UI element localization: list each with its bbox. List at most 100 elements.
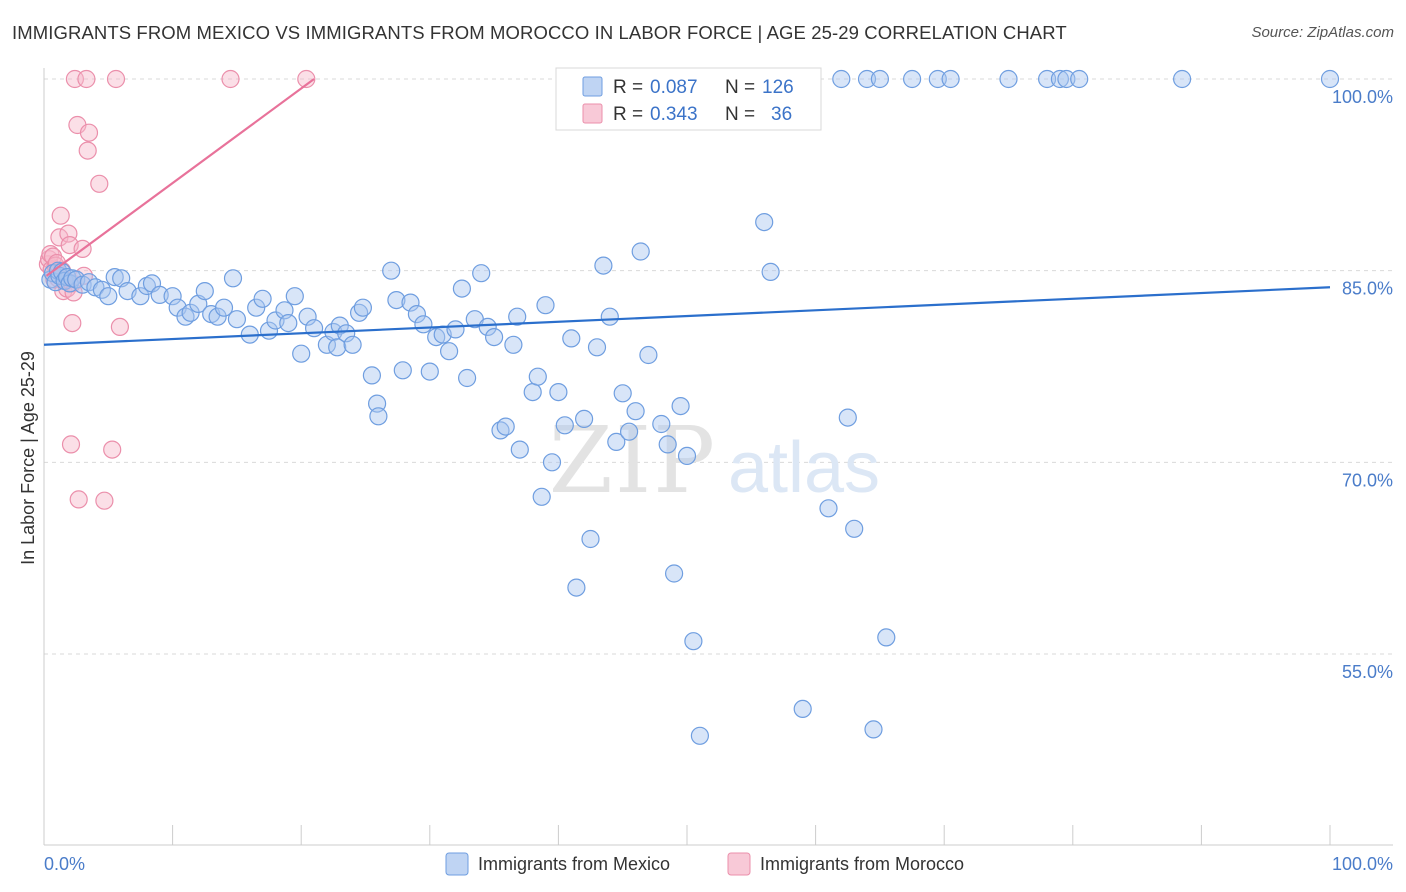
morocco-point [106, 69, 126, 89]
series-legend-label-morocco: Immigrants from Morocco [760, 854, 964, 874]
morocco-point [59, 224, 78, 243]
gridlines [44, 78, 1393, 655]
source-label: Source: ZipAtlas.com [1251, 24, 1394, 41]
mexico-point [1057, 69, 1076, 89]
y-tick-labels: 55.0% 70.0% 85.0% 100.0% [1332, 87, 1393, 682]
mexico-point [362, 366, 381, 385]
mexico-point [574, 409, 594, 428]
morocco-point [61, 435, 81, 454]
mexico-point [343, 335, 362, 354]
mexico-point [508, 307, 527, 326]
morocco-point [41, 245, 60, 264]
mexico-point [562, 329, 581, 348]
mexico-point [407, 305, 426, 324]
mexico-point [877, 628, 896, 647]
morocco-point [63, 314, 82, 333]
mexico-point [536, 296, 555, 315]
series-legend-swatch-mexico [445, 852, 469, 876]
mexico-point [845, 519, 864, 538]
mexico-point [542, 453, 562, 472]
mexico-point [999, 69, 1018, 89]
mexico-point [671, 397, 690, 416]
watermark-zip: ZIP [549, 407, 717, 514]
series-legend-label-mexico: Immigrants from Mexico [478, 854, 670, 874]
x-tick-label-min: 0.0% [44, 854, 85, 874]
y-axis-label: In Labor Force | Age 25-29 [18, 351, 38, 565]
mexico-point [555, 416, 574, 435]
mexico-point [631, 242, 650, 261]
mexico-point [163, 287, 182, 306]
mexico-point [677, 446, 697, 465]
mexico-point [761, 262, 780, 281]
legend-swatch-morocco [582, 103, 603, 124]
mexico-point [150, 285, 169, 304]
mexico-point [353, 298, 372, 317]
mexico-point [793, 699, 812, 719]
mexico-point [99, 287, 118, 306]
mexico-point [870, 69, 890, 89]
x-tick-label-max: 100.0% [1332, 854, 1393, 874]
morocco-point [110, 317, 130, 336]
mexico-point [298, 307, 317, 326]
mexico-point [337, 324, 356, 343]
mexico-point [1172, 69, 1192, 89]
morocco-point [95, 491, 114, 510]
morocco-point [50, 228, 69, 247]
mexico-point [214, 298, 234, 317]
mexico-point [382, 261, 401, 280]
mexico-point [567, 578, 586, 597]
mexico-point [414, 315, 433, 334]
morocco-point [77, 69, 96, 89]
mexico-point [523, 383, 542, 402]
mexico-point [131, 287, 150, 306]
trend-line-morocco [45, 78, 315, 277]
mexico-point [285, 287, 304, 306]
mexico-point [195, 282, 214, 301]
mexico-point [208, 307, 227, 326]
watermark-atlas: atlas [728, 428, 880, 508]
morocco-point [297, 69, 316, 89]
mexico-point [690, 726, 710, 745]
mexico-point [387, 291, 406, 310]
mexico-point [587, 338, 607, 357]
morocco-point [221, 69, 240, 89]
mexico-point [105, 268, 124, 287]
mexico-point [510, 440, 529, 459]
mexico-point [594, 256, 613, 275]
mexico-point [446, 320, 465, 339]
mexico-point [607, 432, 626, 451]
mexico-point [137, 276, 156, 296]
mexico-point [581, 529, 600, 549]
mexico-point [279, 314, 298, 333]
mexico-point [305, 319, 324, 338]
trend-line-mexico [43, 286, 1331, 346]
legend-swatch-mexico [582, 76, 603, 97]
mexico-point [684, 632, 703, 651]
morocco-point [51, 206, 70, 225]
mexico-point [532, 487, 551, 506]
mexico-point [864, 720, 883, 739]
mexico-point [626, 402, 645, 421]
legend-r-value-mexico: 0.087 [650, 77, 698, 98]
mexico-point [496, 417, 515, 436]
mexico-point [549, 383, 568, 402]
y-tick-label: 85.0% [1342, 279, 1393, 299]
watermark: ZIP atlas [549, 407, 880, 514]
mexico-point [652, 414, 671, 434]
mexico-point [832, 69, 851, 89]
mexico-point [440, 342, 459, 361]
x-axis-ticks [172, 825, 1331, 845]
mexico-point [472, 264, 491, 283]
mexico-point [253, 289, 272, 308]
mexico-point [819, 499, 838, 518]
morocco-point [90, 174, 109, 193]
series-legend-swatch-morocco [727, 852, 751, 876]
legend-r-label-mexico: R = [613, 77, 648, 98]
mexico-point [857, 69, 877, 89]
mexico-point [755, 213, 774, 232]
mexico-point [838, 408, 857, 427]
mexico-point [639, 345, 658, 365]
legend-n-label-morocco: N = [725, 104, 760, 125]
mexico-point [223, 269, 243, 288]
